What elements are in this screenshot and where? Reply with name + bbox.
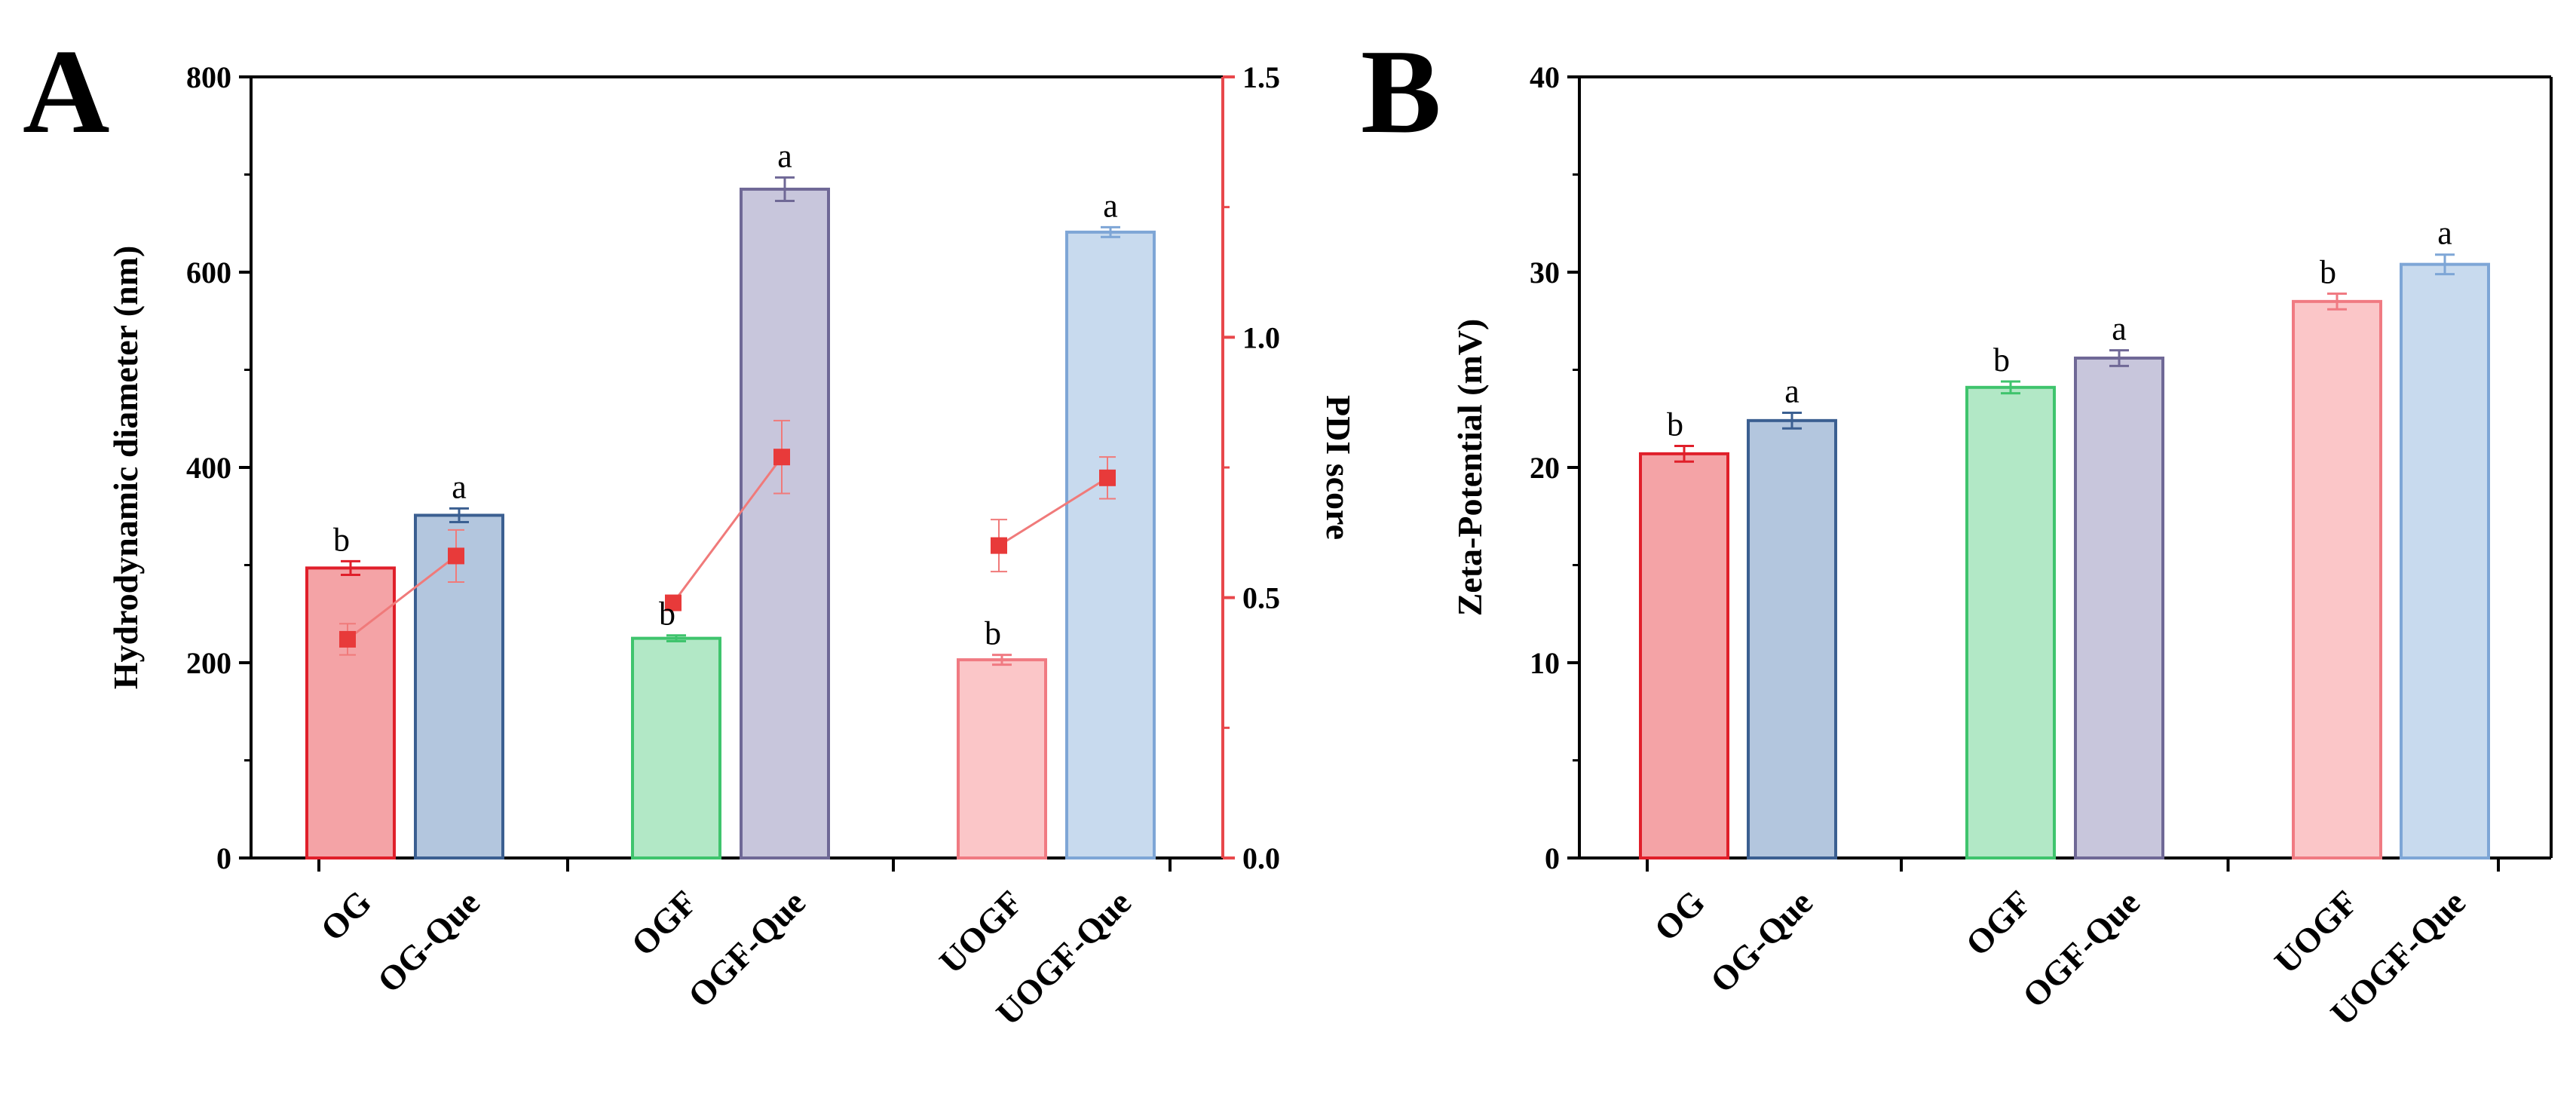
panel-a-bar-og-que xyxy=(414,513,504,860)
panel-a-y-axis-title: Hydrodynamic diameter (nm) xyxy=(106,246,145,690)
panel-b-significance-label: a xyxy=(2437,215,2452,252)
panel-a-significance-label: a xyxy=(1103,187,1118,224)
panel-a-y-tick-label: 600 xyxy=(186,256,231,290)
panel-a-y-tick-label: 800 xyxy=(186,60,231,94)
panel-a-bar-og xyxy=(305,566,396,859)
panel-a-pdi-line xyxy=(672,456,783,604)
panel-b-category-label: UOGF xyxy=(2267,883,2365,981)
panel-a-bar-uogf xyxy=(957,658,1047,859)
panel-b-y-tick-label: 0 xyxy=(1545,841,1560,875)
panel-b-category-label: OGF-Que xyxy=(2015,883,2147,1015)
panel-a-significance-label: b xyxy=(659,596,675,633)
panel-b-y-tick-label: 20 xyxy=(1530,451,1560,485)
panel-a-category-label: OG xyxy=(313,883,378,948)
panel-b-bar-ogf-que xyxy=(2074,356,2164,859)
panel-b-bar-og xyxy=(1639,452,1729,859)
panel-a-y-tick-label: 0 xyxy=(216,841,231,875)
panel-a-y-tick-label: 200 xyxy=(186,646,231,680)
panel-a-bar-ogf-que xyxy=(740,187,830,860)
panel-a-y2-tick-label: 0.0 xyxy=(1242,841,1280,875)
panel-b-plot xyxy=(1567,75,2553,872)
panel-b-letter: B xyxy=(1361,24,1441,158)
panel-b-y-tick-label: 40 xyxy=(1530,60,1560,94)
panel-b-bar-uogf xyxy=(2292,299,2382,860)
panel-b-bar-ogf xyxy=(1965,385,2056,859)
panel-a-significance-label: b xyxy=(333,521,350,558)
panel-a-pdi-point xyxy=(991,537,1007,554)
panel-a-bar-ogf xyxy=(631,636,721,859)
panel-b-significance-label: b xyxy=(2320,253,2336,290)
panel-b-y-tick-label: 30 xyxy=(1530,256,1560,290)
panel-b-y-tick-label: 10 xyxy=(1530,646,1560,680)
panel-a-y2-axis-title: PDI score xyxy=(1319,395,1358,540)
panel-a-pdi-point xyxy=(773,449,790,466)
panel-a-bar-uogf-que xyxy=(1065,230,1156,859)
panel-a-significance-label: b xyxy=(985,615,1001,652)
panel-a-pdi-line xyxy=(347,555,457,641)
panel-a-y2-tick-label: 1.5 xyxy=(1242,60,1280,94)
panel-b-significance-label: a xyxy=(2112,311,2127,348)
panel-b-bar-uogf-que xyxy=(2400,262,2490,859)
panel-a-letter: A xyxy=(23,24,110,158)
panel-a-y2-tick-label: 0.5 xyxy=(1242,581,1280,615)
panel-b-category-label: OGF xyxy=(1959,883,2039,964)
panel-a-significance-label: a xyxy=(777,137,792,174)
panel-a-category-label: OGF xyxy=(624,883,705,964)
panel-a-pdi-point xyxy=(448,547,464,565)
panel-b-category-label: OG xyxy=(1646,883,1712,948)
panel-b-significance-label: a xyxy=(1784,372,1800,409)
panel-a-y2-tick-label: 1.0 xyxy=(1242,320,1280,354)
panel-a-pdi-line xyxy=(998,476,1108,547)
panel-a-pdi-point xyxy=(339,630,356,648)
panel-a-plot xyxy=(239,75,1235,872)
panel-a-category-label: OGF-Que xyxy=(681,883,813,1015)
panel-a-significance-label: a xyxy=(452,468,467,505)
panel-b-bar-og-que xyxy=(1747,418,1837,859)
panel-b-significance-label: b xyxy=(1993,342,2010,378)
panel-b-y-axis-title: Zeta-Potential (mV) xyxy=(1450,319,1489,617)
panel-a-category-label: OG-Que xyxy=(370,883,487,1000)
panel-b-category-label: OG-Que xyxy=(1703,883,1820,1000)
panel-a-category-label: UOGF xyxy=(932,883,1030,981)
panel-b-significance-label: b xyxy=(1667,406,1683,443)
panel-a-pdi-point xyxy=(1099,469,1116,486)
panel-a-pdi-point xyxy=(665,594,682,611)
panel-a-y-tick-label: 400 xyxy=(186,451,231,485)
